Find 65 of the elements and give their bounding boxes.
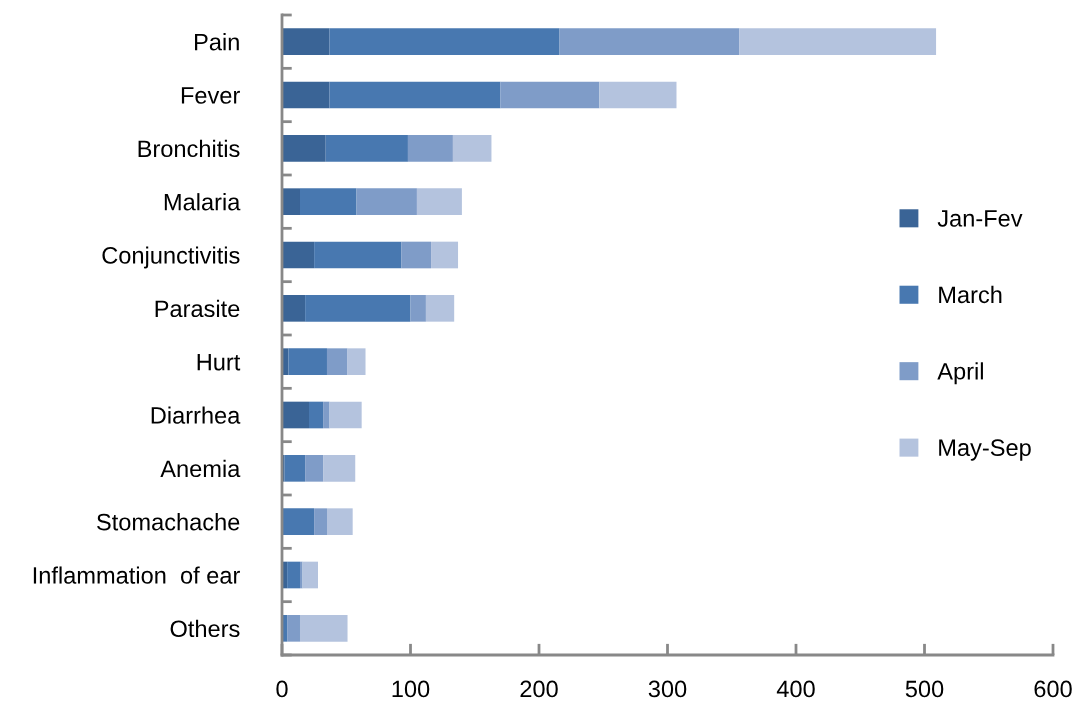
bar — [425, 295, 455, 322]
bar — [325, 135, 408, 162]
bar — [416, 188, 462, 215]
bar — [326, 348, 348, 375]
y-tick-label: Inflammation of ear — [33, 566, 240, 584]
bar — [302, 561, 318, 589]
bar — [431, 241, 459, 269]
bar — [287, 561, 300, 589]
bar — [739, 28, 937, 55]
bar — [500, 81, 600, 109]
bar — [559, 28, 740, 55]
y-tick-label: Pain — [195, 33, 239, 51]
bar — [407, 135, 453, 162]
bar — [305, 295, 411, 322]
bar — [282, 401, 309, 429]
bar — [299, 561, 303, 589]
y-tick-label: Malaria — [164, 193, 241, 211]
x-tick-label: 0 — [276, 680, 288, 698]
bar — [401, 241, 432, 269]
y-tick-label: Conjunctivitis — [102, 246, 240, 269]
legend-label: March — [939, 285, 1002, 304]
bar — [282, 81, 330, 109]
bar — [284, 455, 306, 482]
bar — [356, 188, 417, 215]
bar — [326, 508, 353, 535]
bar — [452, 135, 492, 162]
bar — [308, 401, 324, 429]
bar — [299, 188, 357, 215]
bar — [299, 615, 348, 642]
x-tick-label: 600 — [1034, 680, 1072, 698]
bar — [305, 455, 324, 482]
legend-label: Jan-Fev — [937, 210, 1023, 227]
legend-label: May-Sep — [939, 439, 1031, 461]
y-tick-label: Hurt — [197, 353, 241, 371]
y-tick-label: Diarrhea — [151, 406, 241, 424]
y-tick-label: Bronchitis — [138, 139, 240, 158]
y-tick-label: Parasite — [155, 299, 240, 318]
bar — [323, 455, 356, 482]
bar — [329, 28, 560, 55]
bar — [288, 348, 327, 375]
x-tick-label: 200 — [520, 680, 558, 698]
y-tick-label: Others — [170, 619, 240, 638]
legend-label: April — [937, 362, 983, 385]
bar — [282, 188, 300, 215]
bar — [282, 135, 326, 162]
x-tick-label: 300 — [648, 680, 687, 698]
bar — [599, 81, 677, 109]
x-tick-label: 100 — [392, 680, 430, 698]
y-tick-label: Fever — [181, 87, 240, 104]
bar — [287, 615, 300, 642]
bar — [314, 241, 402, 269]
x-tick-label: 400 — [776, 680, 815, 698]
bar — [347, 348, 366, 375]
bar — [314, 508, 327, 535]
bar — [323, 401, 330, 429]
y-tick-label: Anemia — [160, 459, 241, 478]
bar — [282, 28, 330, 55]
bar — [282, 241, 315, 269]
bar — [282, 508, 315, 535]
bar — [282, 295, 306, 322]
y-tick-label: Stomachache — [97, 513, 240, 531]
bar — [329, 401, 362, 429]
x-tick-label: 500 — [905, 680, 944, 698]
bar — [410, 295, 426, 322]
bar — [329, 81, 501, 109]
